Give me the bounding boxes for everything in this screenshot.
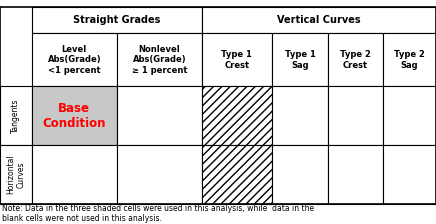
Bar (32, 86, 117, 145)
Bar (202, 86, 272, 145)
Text: Vertical Curves: Vertical Curves (277, 15, 361, 25)
Bar (0, 145, 32, 204)
Bar (117, 145, 202, 204)
Bar (383, 86, 436, 145)
Text: Type 2
Sag: Type 2 Sag (394, 50, 425, 69)
Text: Straight Grades: Straight Grades (73, 15, 160, 25)
Text: Nonlevel
Abs(Grade)
≥ 1 percent: Nonlevel Abs(Grade) ≥ 1 percent (132, 45, 187, 75)
Bar (0, 86, 32, 145)
Text: Level
Abs(Grade)
<1 percent: Level Abs(Grade) <1 percent (48, 45, 101, 75)
Text: Type 1
Crest: Type 1 Crest (221, 50, 252, 69)
Bar (32, 33, 117, 86)
Bar (32, 145, 117, 204)
Bar (117, 33, 202, 86)
Bar (272, 33, 328, 86)
Text: Type 1
Sag: Type 1 Sag (285, 50, 315, 69)
Bar (328, 33, 383, 86)
Bar (0, 7, 32, 86)
Text: Type 2
Crest: Type 2 Crest (340, 50, 371, 69)
Text: Tangents: Tangents (11, 99, 20, 133)
Bar (202, 145, 272, 204)
Bar (202, 33, 272, 86)
Bar (272, 86, 328, 145)
Text: Note: Data in the three shaded cells were used in this analysis, while  data in : Note: Data in the three shaded cells wer… (2, 204, 314, 223)
Bar (32, 7, 202, 33)
Text: Base
Condition: Base Condition (43, 102, 106, 130)
Bar (202, 7, 436, 33)
Bar (117, 86, 202, 145)
Bar (328, 145, 383, 204)
Bar (383, 33, 436, 86)
Bar (328, 86, 383, 145)
Bar (272, 145, 328, 204)
Bar (383, 145, 436, 204)
Bar (0, 7, 436, 204)
Text: Horizontal
Curves: Horizontal Curves (6, 155, 26, 194)
